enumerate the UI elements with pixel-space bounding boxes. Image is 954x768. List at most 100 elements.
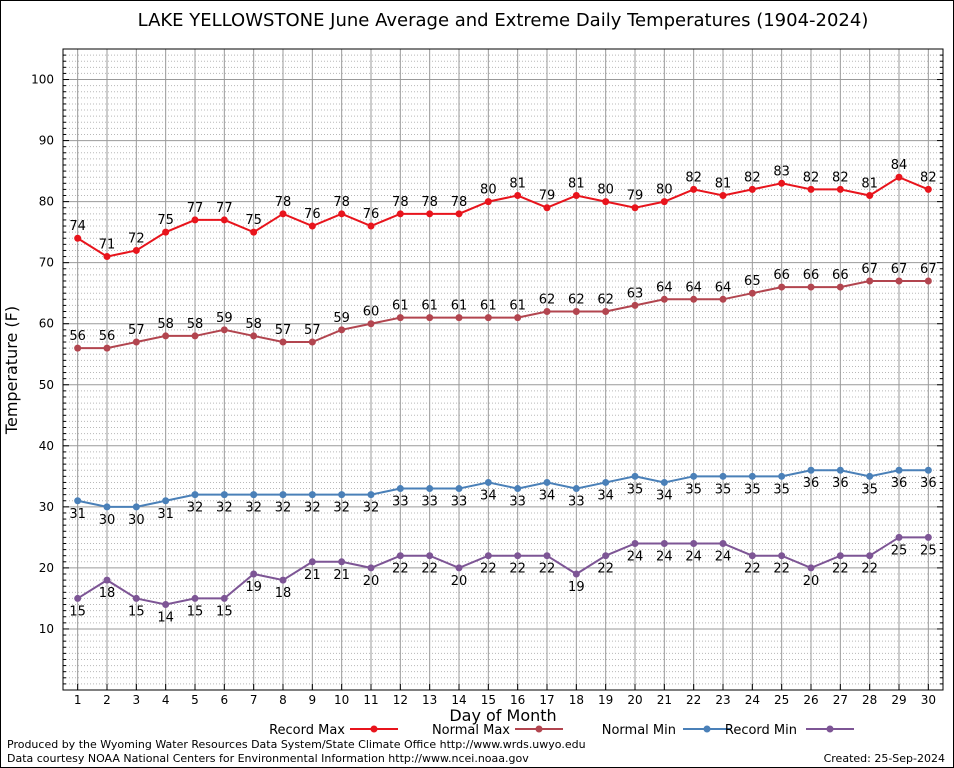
normal-min-point	[250, 491, 258, 499]
plot-area-border	[62, 48, 944, 691]
record-min-point	[543, 552, 551, 560]
record-max-point	[514, 192, 522, 200]
normal-max-point	[338, 326, 346, 334]
y-tick-label: 100	[31, 73, 54, 87]
record-max-data-label: 78	[451, 195, 468, 210]
record-min-data-label: 20	[363, 574, 380, 589]
record-min-point	[396, 552, 404, 560]
normal-max-data-label: 62	[597, 293, 614, 308]
normal-max-data-label: 61	[509, 299, 526, 314]
record-min-point	[719, 539, 727, 547]
normal-max-data-label: 56	[99, 329, 116, 344]
normal-max-line	[77, 279, 929, 350]
normal-min-point	[191, 491, 199, 499]
normal-min-data-label: 35	[715, 482, 732, 497]
record-max-data-label: 75	[245, 213, 262, 228]
legend-marker-normal-max	[535, 725, 543, 733]
record-min-data-label: 22	[509, 562, 526, 577]
normal-max-point	[543, 308, 551, 316]
record-min-data-label: 22	[744, 562, 761, 577]
normal-min-data-label: 33	[451, 495, 468, 510]
normal-min-data-label: 35	[685, 482, 702, 497]
y-tick-label: 20	[39, 561, 54, 575]
normal-min-point	[895, 466, 903, 474]
y-tick-label: 80	[39, 195, 54, 209]
record-min-point	[690, 539, 698, 547]
record-min-data-label: 24	[685, 549, 702, 564]
record-max-point	[719, 192, 727, 200]
legend-label-record-min: Record Min	[725, 723, 797, 738]
record-min-data-label: 22	[597, 562, 614, 577]
normal-max-point	[484, 314, 492, 322]
record-max-point	[338, 210, 346, 218]
record-min-data-label: 18	[275, 586, 292, 601]
record-max-data-label: 81	[509, 177, 526, 192]
record-max-data-label: 84	[891, 158, 908, 173]
normal-min-data-label: 33	[509, 495, 526, 510]
record-min-point	[426, 552, 434, 560]
normal-min-point	[162, 497, 170, 505]
record-min-data-label: 22	[861, 562, 878, 577]
normal-min-data-label: 31	[69, 507, 86, 522]
record-max-data-label: 83	[773, 164, 790, 179]
x-tick-label: 15	[481, 693, 496, 707]
normal-max-point	[660, 295, 668, 303]
x-tick-label: 4	[162, 693, 170, 707]
normal-min-point	[690, 472, 698, 480]
record-min-point	[250, 570, 258, 578]
record-max-data-label: 78	[421, 195, 438, 210]
normal-min-point	[74, 497, 82, 505]
record-max-point	[103, 253, 111, 261]
y-tick-label: 70	[39, 256, 54, 270]
normal-min-point	[484, 478, 492, 486]
normal-max-data-label: 66	[832, 268, 849, 283]
normal-max-point	[132, 338, 140, 346]
normal-min-data-label: 32	[363, 501, 380, 516]
x-tick-label: 1	[74, 693, 82, 707]
x-tick-label: 24	[745, 693, 760, 707]
record-max-point	[279, 210, 287, 218]
record-max-data-label: 76	[304, 207, 321, 222]
record-max-point	[895, 173, 903, 181]
normal-max-point	[690, 295, 698, 303]
normal-max-data-label: 64	[685, 280, 702, 295]
normal-min-point	[132, 503, 140, 511]
record-min-data-label: 21	[304, 568, 321, 583]
normal-min-line	[77, 469, 929, 508]
record-max-point	[308, 222, 316, 230]
record-max-data-label: 79	[539, 189, 556, 204]
record-max-point	[924, 185, 932, 193]
record-max-point	[748, 185, 756, 193]
legend-marker-normal-min	[703, 725, 711, 733]
normal-min-point	[836, 466, 844, 474]
normal-max-point	[895, 277, 903, 285]
normal-min-data-label: 36	[891, 476, 908, 491]
normal-max-point	[162, 332, 170, 340]
normal-min-data-label: 36	[803, 476, 820, 491]
normal-max-data-label: 65	[744, 274, 761, 289]
x-tick-label: 26	[803, 693, 818, 707]
normal-min-point	[660, 478, 668, 486]
normal-max-point	[279, 338, 287, 346]
normal-min-point	[631, 472, 639, 480]
record-max-point	[455, 210, 463, 218]
record-max-data-label: 82	[920, 170, 937, 185]
record-max-point	[191, 216, 199, 224]
record-min-point	[924, 533, 932, 541]
x-tick-label: 6	[221, 693, 229, 707]
normal-min-data-label: 34	[539, 488, 556, 503]
normal-min-data-label: 36	[920, 476, 937, 491]
record-max-data-label: 80	[480, 183, 497, 198]
normal-max-data-label: 67	[920, 262, 937, 277]
x-tick-label: 29	[891, 693, 906, 707]
record-min-data-label: 24	[656, 549, 673, 564]
record-max-data-label: 78	[392, 195, 409, 210]
record-min-data-label: 22	[832, 562, 849, 577]
normal-max-point	[514, 314, 522, 322]
normal-max-data-label: 62	[539, 293, 556, 308]
record-min-data-label: 20	[451, 574, 468, 589]
normal-min-point	[719, 472, 727, 480]
normal-min-point	[866, 472, 874, 480]
normal-max-data-label: 57	[128, 323, 145, 338]
record-min-point	[74, 594, 82, 602]
